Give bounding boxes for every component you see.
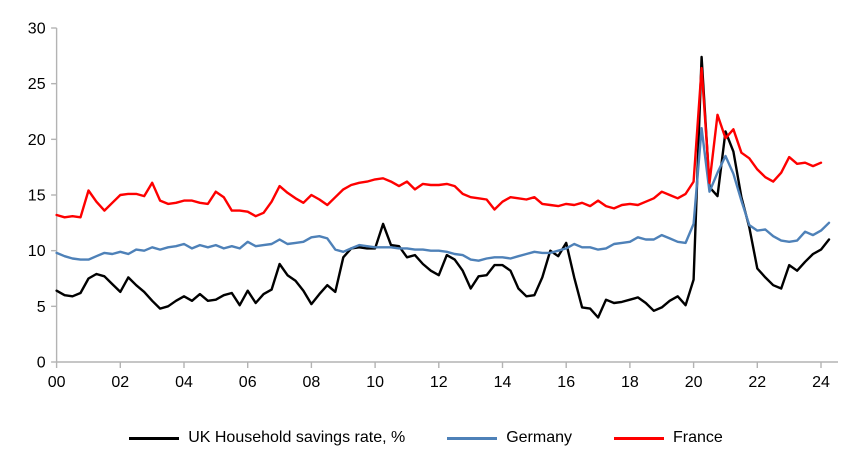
y-tick-label: 15 xyxy=(28,188,46,205)
x-tick-label: 24 xyxy=(812,374,830,391)
y-tick-label: 25 xyxy=(28,76,46,93)
x-tick-label: 08 xyxy=(303,374,321,391)
legend-label-germany: Germany xyxy=(506,429,572,446)
legend-line-france-icon xyxy=(614,436,664,440)
x-tick-label: 16 xyxy=(557,374,575,391)
series-line-france xyxy=(55,66,823,219)
x-tick-label: 22 xyxy=(748,374,766,391)
series-line-uk xyxy=(55,55,831,319)
x-tick-label: 14 xyxy=(494,374,512,391)
y-tick-label: 5 xyxy=(37,299,46,316)
legend-label-uk: UK Household savings rate, % xyxy=(188,429,406,446)
x-tick-label: 12 xyxy=(430,374,448,391)
legend-line-germany-icon xyxy=(447,436,498,440)
y-tick-label: 0 xyxy=(37,355,46,372)
chart-legend: UK Household savings rate, % Germany Fra… xyxy=(0,429,852,447)
y-tick-label: 30 xyxy=(28,21,46,38)
legend-item-france: France xyxy=(614,429,723,447)
legend-line-uk-icon xyxy=(129,436,180,440)
x-tick-label: 04 xyxy=(175,374,193,391)
x-tick-label: 02 xyxy=(111,374,129,391)
legend-item-germany: Germany xyxy=(447,429,572,447)
x-tick-label: 10 xyxy=(366,374,384,391)
x-tick-label: 20 xyxy=(685,374,703,391)
series-line-germany xyxy=(55,126,831,262)
legend-label-france: France xyxy=(673,429,723,446)
x-tick-label: 06 xyxy=(239,374,257,391)
x-tick-label: 00 xyxy=(48,374,66,391)
y-tick-label: 10 xyxy=(28,243,46,260)
y-tick-label: 20 xyxy=(28,132,46,149)
legend-item-uk: UK Household savings rate, % xyxy=(129,429,405,447)
x-tick-label: 18 xyxy=(621,374,639,391)
